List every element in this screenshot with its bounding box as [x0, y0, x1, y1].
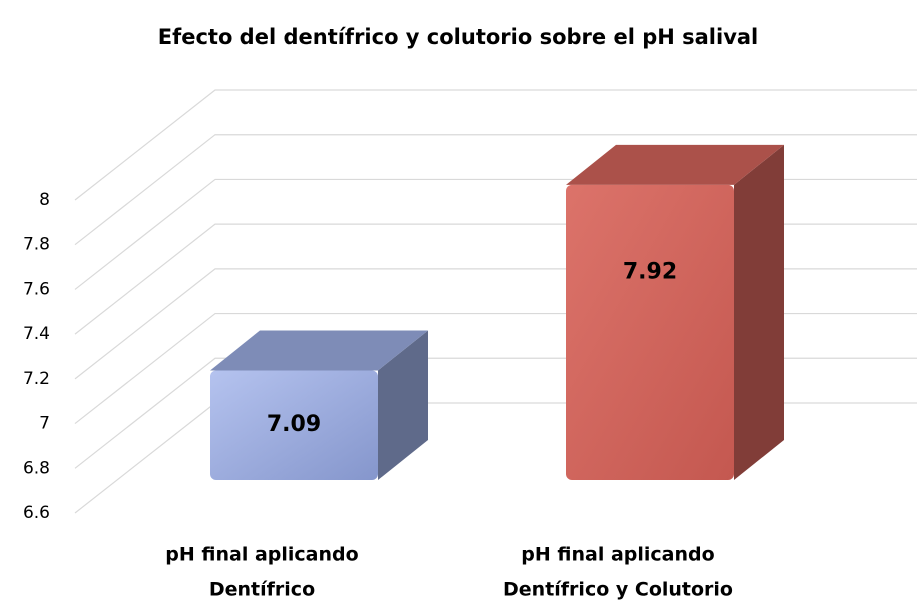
- bar-top: [210, 330, 428, 371]
- grid-line: [74, 134, 917, 246]
- bar: [566, 184, 734, 480]
- x-tick-label: Dentífrico: [209, 579, 315, 601]
- y-tick-label: 7.4: [23, 324, 50, 344]
- chart-title: Efecto del dentífrico y colutorio sobre …: [158, 25, 759, 49]
- bar-side: [734, 144, 784, 480]
- grid-line: [74, 89, 917, 201]
- y-tick-label: 7.2: [23, 369, 50, 389]
- y-tick-label: 8: [39, 190, 50, 210]
- data-label: 7.92: [623, 259, 677, 284]
- y-tick-label: 7: [39, 414, 50, 434]
- x-tick-label: pH final aplicando: [521, 544, 714, 566]
- y-tick-label: 7.6: [23, 279, 50, 299]
- y-tick-label: 6.8: [23, 458, 50, 478]
- x-tick-label: Dentífrico y Colutorio: [503, 579, 733, 601]
- bar: [210, 370, 378, 480]
- y-tick-label: 6.6: [23, 503, 50, 523]
- bar-side: [378, 330, 428, 480]
- bar-top: [566, 144, 784, 185]
- x-tick-label: pH final aplicando: [165, 544, 358, 566]
- y-tick-label: 7.8: [23, 235, 50, 255]
- data-label: 7.09: [267, 412, 321, 437]
- grid-line: [74, 402, 917, 514]
